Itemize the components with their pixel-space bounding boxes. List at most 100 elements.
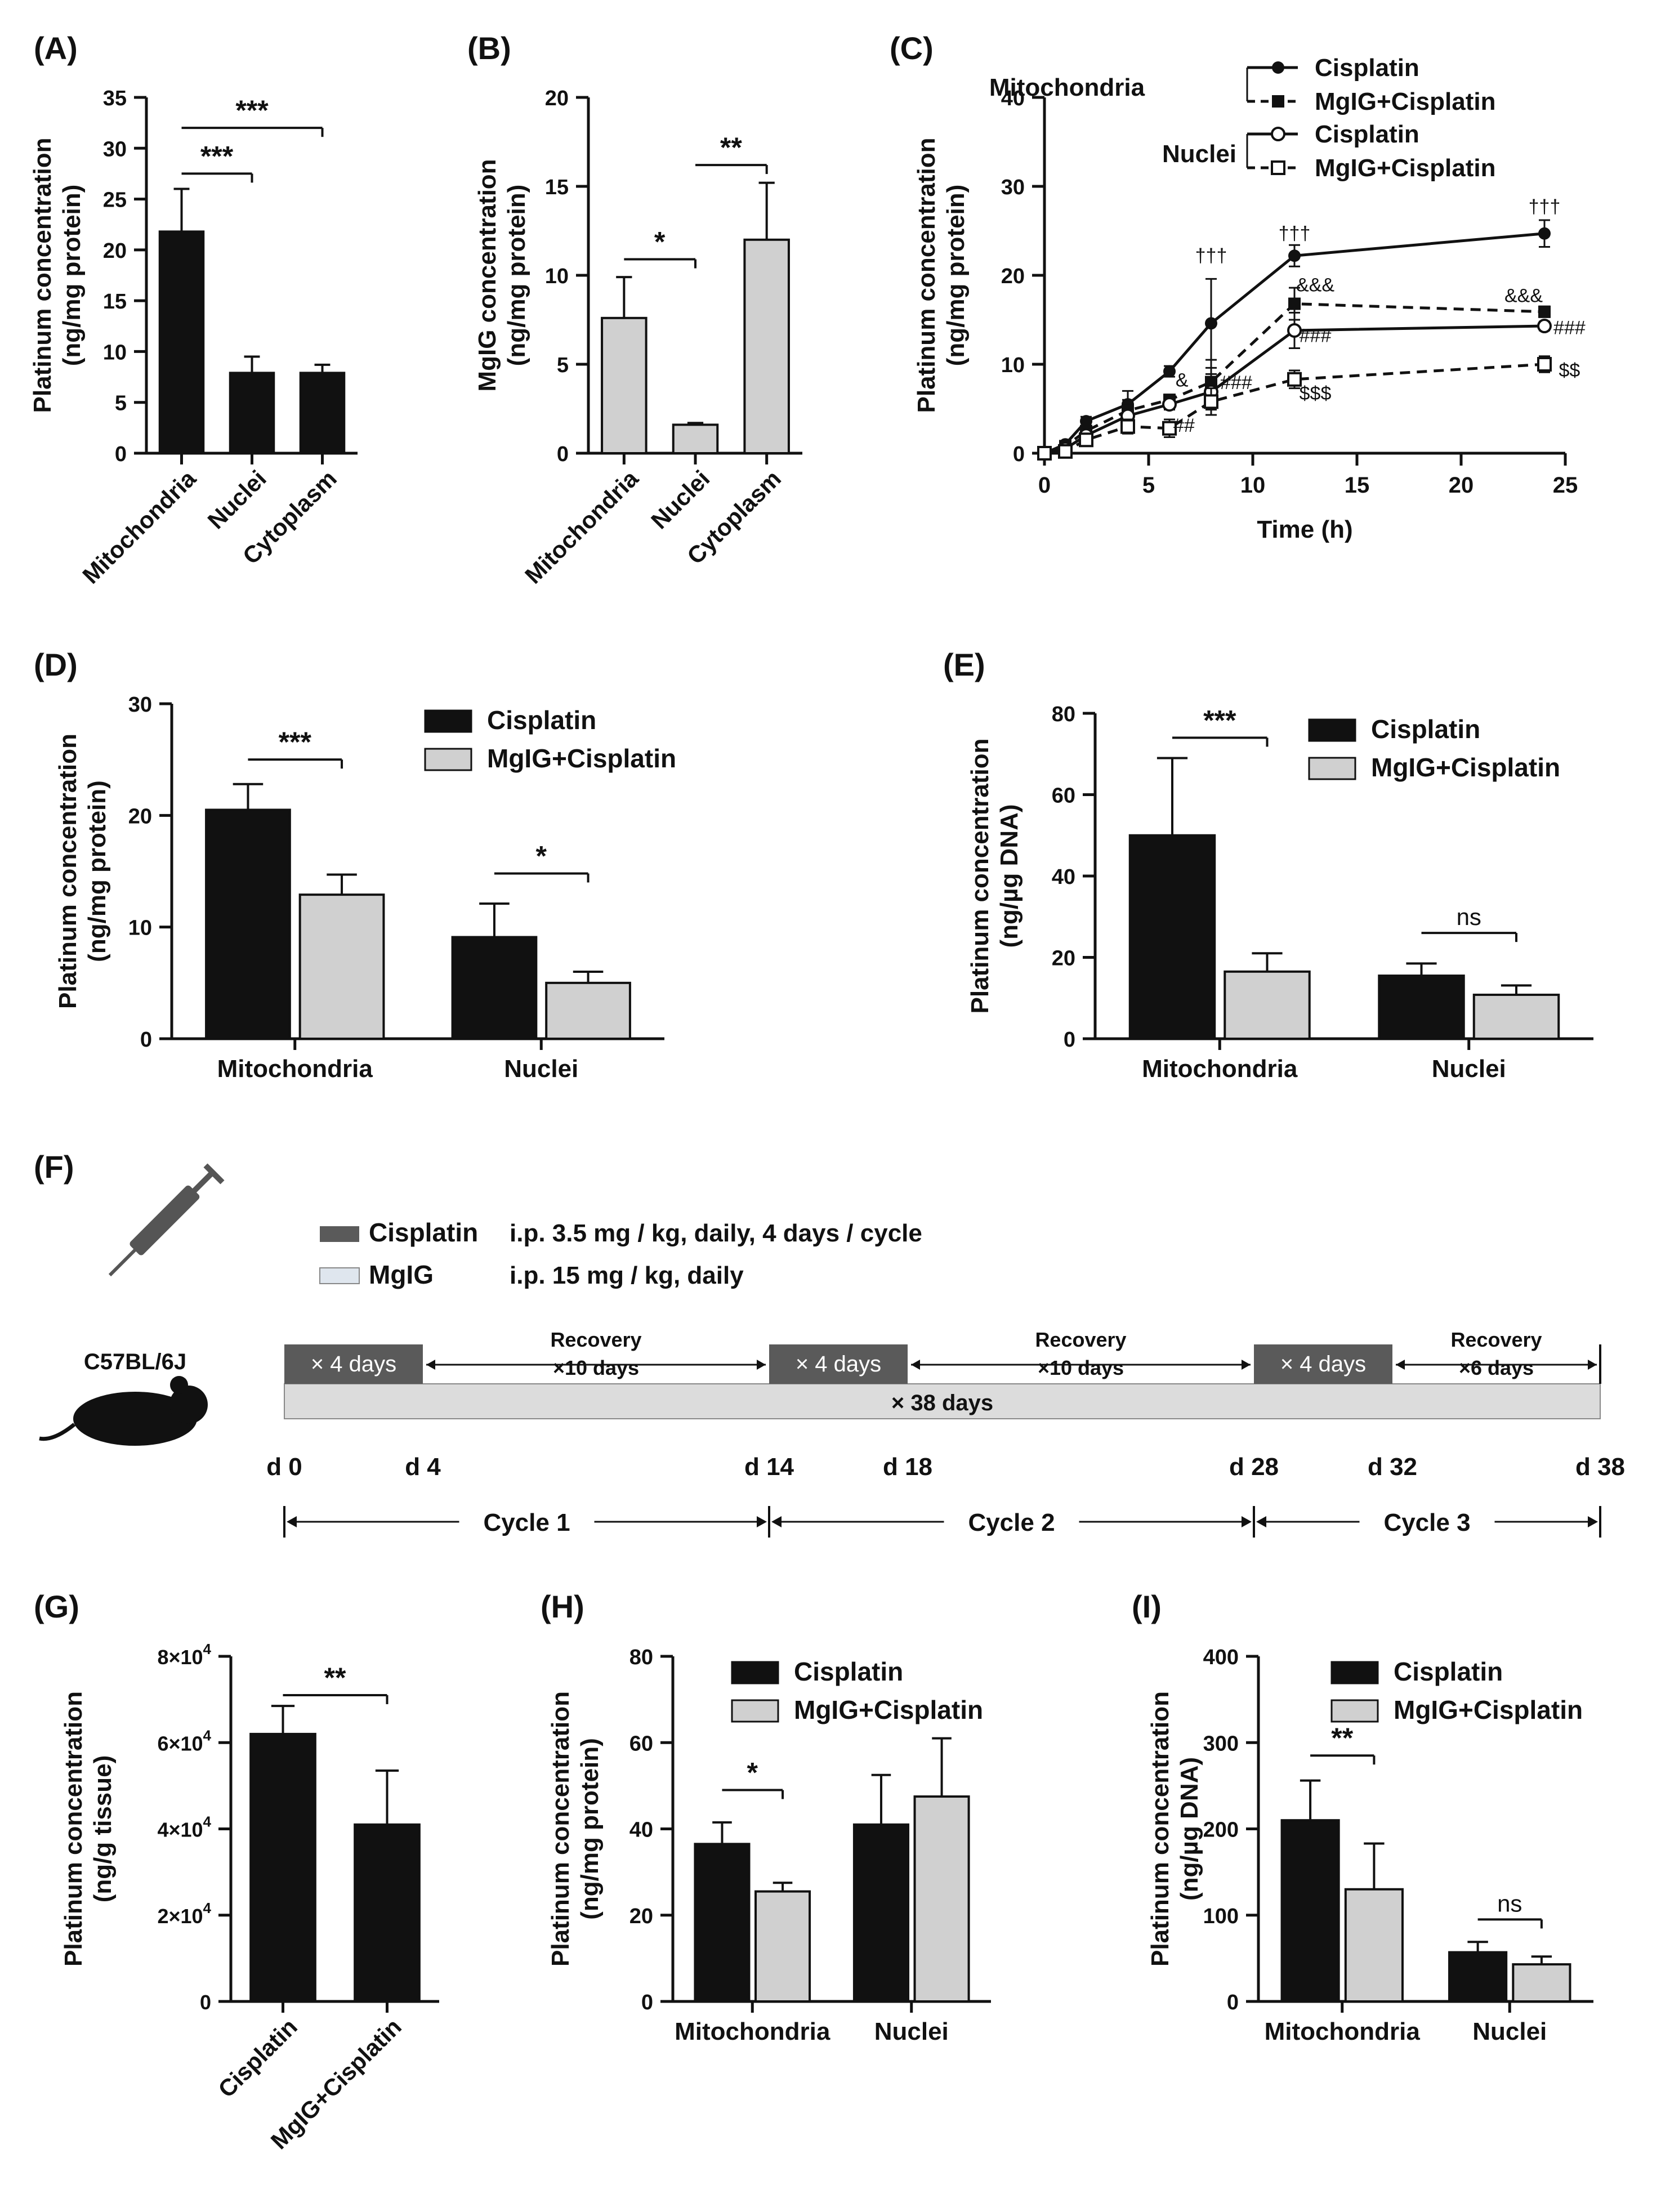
- y-tick-label: 0: [1064, 1028, 1075, 1052]
- legend-label: Cisplatin: [487, 705, 596, 735]
- x-tick-label: Nuclei: [203, 465, 271, 534]
- data-point: [1037, 446, 1052, 461]
- bar: [672, 423, 719, 455]
- total-duration-label: × 38 days: [891, 1391, 993, 1415]
- y-axis-label: Platinum concentration: [54, 734, 82, 1009]
- recovery-duration-label: ×6 days: [1459, 1356, 1534, 1379]
- arrow-head: [1242, 1360, 1251, 1370]
- y-axis-label: (ng/mg protein): [503, 185, 530, 367]
- y-tick-label: 40: [629, 1818, 653, 1842]
- arrow-head: [911, 1360, 920, 1370]
- day-label: d 32: [1368, 1453, 1417, 1481]
- y-tick-label: 20: [1001, 265, 1025, 288]
- arrow-head: [771, 1516, 782, 1527]
- chart-C: (C) Platinum concentration (ng/mg protein)…: [890, 30, 1586, 543]
- panel-label: (H): [541, 1589, 584, 1624]
- cycle-label: Cycle 2: [968, 1509, 1055, 1536]
- legend-label: MgIG+Cisplatin: [1394, 1695, 1583, 1724]
- significance-label: **: [1331, 1722, 1353, 1754]
- bar: [1224, 970, 1311, 1040]
- legend-swatch-mglg: [319, 1267, 360, 1284]
- y-axis-label: (ng/g tissue): [89, 1755, 117, 1903]
- arrow-head: [757, 1360, 766, 1370]
- y-tick-label: 0: [557, 443, 569, 466]
- data-point: [1287, 323, 1302, 338]
- significance-label: ns: [1457, 904, 1481, 930]
- bar: [1378, 975, 1465, 1040]
- legend-swatch: [1308, 757, 1356, 780]
- x-tick-label: Mitochondria: [217, 1055, 373, 1083]
- y-axis-label: (ng/mg protein): [58, 185, 86, 367]
- y-tick-label: 4×104: [157, 1813, 211, 1842]
- y-tick-label: 10: [1001, 354, 1025, 377]
- y-axis-label: Platinum concentration: [547, 1691, 574, 1967]
- legend-swatch: [1308, 718, 1356, 742]
- series-line: [1037, 355, 1552, 461]
- legend-label: Cisplatin: [1315, 54, 1419, 82]
- y-axis-label: Platinum concentration: [966, 739, 994, 1014]
- arrow-head: [757, 1516, 767, 1527]
- syringe-needle: [108, 1245, 140, 1277]
- annotation-label: &: [1176, 370, 1189, 391]
- data-point: [1538, 227, 1551, 240]
- legend-label: Cisplatin: [1315, 120, 1419, 148]
- bar: [1344, 1888, 1404, 2003]
- y-tick-label: 5: [115, 392, 127, 415]
- mouse-tail: [39, 1423, 76, 1441]
- bar: [1512, 1963, 1571, 2003]
- y-axis-label: Platinum concentration: [60, 1691, 87, 1967]
- timeline-panel-F: (F) C57BL/6J Cisplatin i.p. 3.5 mg / kg, da…: [34, 1149, 1625, 1538]
- data-point: [1163, 365, 1176, 378]
- y-tick-label: 30: [103, 137, 127, 161]
- bar: [1280, 1819, 1340, 2003]
- recovery-label: Recovery: [1035, 1328, 1126, 1351]
- data-point: [1272, 61, 1284, 74]
- annotation-label: ###: [1220, 372, 1252, 394]
- legend-swatch: [731, 1661, 779, 1684]
- y-axis-label: (ng/mg protein): [83, 780, 111, 962]
- panel-label: (B): [467, 30, 511, 66]
- y-tick-label: 15: [103, 290, 127, 314]
- bar: [852, 1823, 909, 2003]
- x-tick-label: Mitochondria: [1265, 2018, 1421, 2045]
- y-tick-label: 100: [1203, 1905, 1239, 1928]
- x-tick-label: Mitochondria: [1142, 1055, 1298, 1083]
- arrow-head: [1242, 1516, 1252, 1527]
- arrow-head: [1256, 1516, 1266, 1527]
- bar: [1472, 993, 1560, 1040]
- data-point: [1537, 319, 1552, 334]
- legend-label: Cisplatin: [794, 1657, 903, 1686]
- treatment-block: [1254, 1344, 1392, 1384]
- data-point: [1204, 394, 1218, 409]
- x-tick-label: 20: [1449, 473, 1474, 498]
- data-point: [1538, 305, 1551, 318]
- significance-label: *: [747, 1757, 758, 1789]
- syringe-barrel: [130, 1185, 200, 1255]
- mouse-head: [169, 1386, 208, 1424]
- x-tick-label: Cisplatin: [213, 2013, 302, 2103]
- panel-label: (F): [34, 1149, 74, 1185]
- legend-label: MgIG+Cisplatin: [1371, 753, 1560, 782]
- bar: [743, 238, 790, 454]
- panel-label: (I): [1132, 1589, 1162, 1624]
- chart-A: (A) Platinum concentration (ng/mg protein)…: [29, 30, 358, 589]
- arrow-head: [1588, 1360, 1597, 1370]
- chart-D: (D) Platinum concentration (ng/mg protein)…: [34, 647, 676, 1083]
- chart-B: (B) MgIG concentration (ng/mg protein) 0 5 10…: [467, 30, 802, 589]
- panel-label: (E): [943, 647, 985, 682]
- cycle-label: Cycle 3: [1383, 1509, 1470, 1536]
- y-tick-label: 0: [115, 443, 127, 466]
- x-tick-label: Nuclei: [1472, 2018, 1547, 2045]
- significance-label: ns: [1497, 1890, 1522, 1916]
- bar: [451, 936, 538, 1040]
- chart-I: (I) Platinum concentration (ng/µg DNA) 0 100…: [1132, 1589, 1593, 2045]
- cycle-label-bg: [1359, 1503, 1495, 1536]
- arrow-head: [1588, 1516, 1598, 1527]
- bar: [913, 1795, 970, 2003]
- arrow-head: [426, 1360, 435, 1370]
- significance-label: *: [654, 226, 666, 258]
- data-point: [1272, 95, 1284, 108]
- bar: [299, 372, 346, 454]
- mouse-body: [73, 1392, 197, 1446]
- recovery-duration-label: ×10 days: [1038, 1356, 1124, 1379]
